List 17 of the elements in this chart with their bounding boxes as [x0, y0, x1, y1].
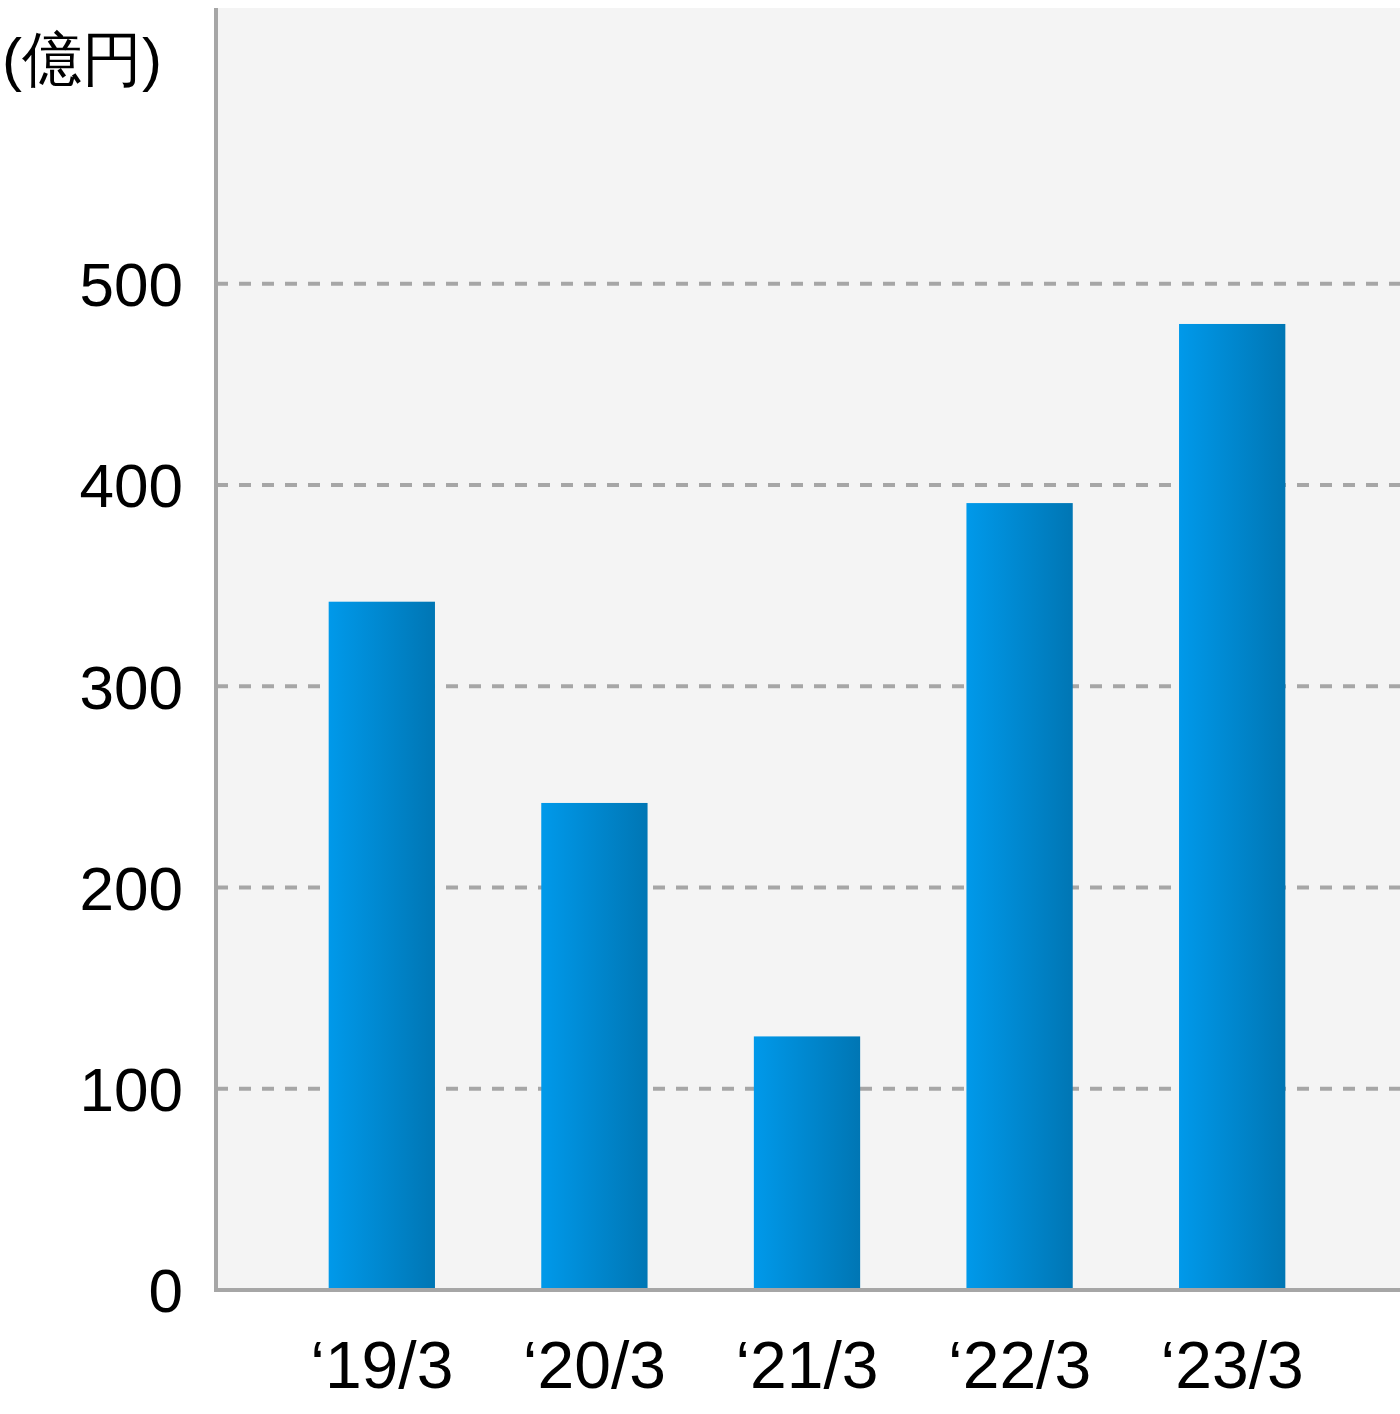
bar — [328, 601, 435, 1290]
y-tick-label: 400 — [79, 451, 183, 521]
y-tick-label: 0 — [148, 1256, 183, 1326]
y-axis-title: (億円) — [2, 26, 162, 93]
x-tick-label: ‘20/3 — [522, 1328, 666, 1402]
y-tick-label: 300 — [79, 652, 183, 722]
bar — [966, 503, 1073, 1290]
y-tick-label: 500 — [79, 250, 183, 320]
bar — [753, 1036, 861, 1290]
y-tick-label: 200 — [79, 853, 183, 923]
bar — [1179, 323, 1286, 1290]
x-tick-label: ‘23/3 — [1160, 1328, 1304, 1402]
x-tick-label: ‘19/3 — [310, 1328, 454, 1402]
x-tick-label: ‘21/3 — [735, 1328, 879, 1402]
y-tick-label: 100 — [79, 1055, 183, 1125]
x-tick-label: ‘22/3 — [948, 1328, 1092, 1402]
bar — [541, 802, 648, 1290]
